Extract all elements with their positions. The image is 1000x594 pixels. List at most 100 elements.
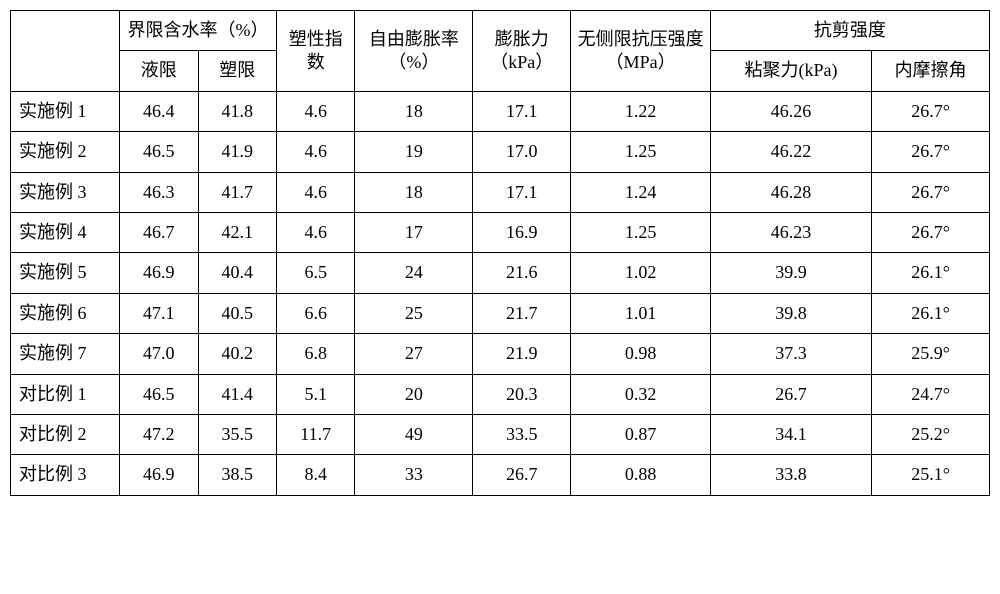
row-label-cell: 实施例 6 [11, 293, 120, 333]
cohesion-cell: 33.8 [710, 455, 871, 495]
plastic-limit-cell: 38.5 [198, 455, 276, 495]
plastic-index-cell: 4.6 [276, 91, 354, 131]
header-ucs: 无侧限抗压强度（MPa） [571, 11, 711, 92]
table-header: 界限含水率（%） 塑性指数 自由膨胀率（%） 膨胀力（kPa） 无侧限抗压强度（… [11, 11, 990, 92]
friction-angle-cell: 26.7° [872, 212, 990, 252]
plastic-index-cell: 8.4 [276, 455, 354, 495]
swell-rate-cell: 25 [355, 293, 473, 333]
cohesion-cell: 34.1 [710, 414, 871, 454]
liquid-limit-cell: 46.9 [120, 253, 198, 293]
plastic-index-cell: 4.6 [276, 212, 354, 252]
row-label-cell: 实施例 4 [11, 212, 120, 252]
table-body: 实施例 146.441.84.61817.11.2246.2626.7°实施例 … [11, 91, 990, 495]
liquid-limit-cell: 47.1 [120, 293, 198, 333]
table-row: 实施例 647.140.56.62521.71.0139.826.1° [11, 293, 990, 333]
swell-force-cell: 17.0 [473, 132, 571, 172]
cohesion-cell: 46.28 [710, 172, 871, 212]
friction-angle-cell: 25.9° [872, 334, 990, 374]
plastic-limit-cell: 41.9 [198, 132, 276, 172]
ucs-cell: 1.24 [571, 172, 711, 212]
row-label-cell: 对比例 2 [11, 414, 120, 454]
plastic-limit-cell: 41.7 [198, 172, 276, 212]
friction-angle-cell: 26.1° [872, 293, 990, 333]
table-row: 对比例 346.938.58.43326.70.8833.825.1° [11, 455, 990, 495]
cohesion-cell: 26.7 [710, 374, 871, 414]
ucs-cell: 0.87 [571, 414, 711, 454]
swell-rate-cell: 18 [355, 91, 473, 131]
cohesion-cell: 46.23 [710, 212, 871, 252]
cohesion-cell: 37.3 [710, 334, 871, 374]
header-liquid-limit: 液限 [120, 51, 198, 91]
friction-angle-cell: 26.7° [872, 132, 990, 172]
swell-rate-cell: 18 [355, 172, 473, 212]
header-free-swell-rate: 自由膨胀率（%） [355, 11, 473, 92]
liquid-limit-cell: 46.9 [120, 455, 198, 495]
header-blank [11, 11, 120, 92]
plastic-index-cell: 6.6 [276, 293, 354, 333]
ucs-cell: 0.32 [571, 374, 711, 414]
plastic-limit-cell: 40.2 [198, 334, 276, 374]
row-label-cell: 对比例 3 [11, 455, 120, 495]
cohesion-cell: 39.9 [710, 253, 871, 293]
plastic-limit-cell: 41.4 [198, 374, 276, 414]
plastic-index-cell: 4.6 [276, 172, 354, 212]
ucs-cell: 1.02 [571, 253, 711, 293]
liquid-limit-cell: 47.2 [120, 414, 198, 454]
liquid-limit-cell: 46.5 [120, 374, 198, 414]
data-table-container: 界限含水率（%） 塑性指数 自由膨胀率（%） 膨胀力（kPa） 无侧限抗压强度（… [10, 10, 990, 496]
table-row: 对比例 146.541.45.12020.30.3226.724.7° [11, 374, 990, 414]
table-row: 实施例 747.040.26.82721.90.9837.325.9° [11, 334, 990, 374]
header-shear-strength-group: 抗剪强度 [710, 11, 989, 51]
friction-angle-cell: 24.7° [872, 374, 990, 414]
plastic-index-cell: 4.6 [276, 132, 354, 172]
plastic-index-cell: 6.5 [276, 253, 354, 293]
friction-angle-cell: 25.1° [872, 455, 990, 495]
swell-force-cell: 20.3 [473, 374, 571, 414]
swell-rate-cell: 27 [355, 334, 473, 374]
swell-force-cell: 26.7 [473, 455, 571, 495]
swell-force-cell: 33.5 [473, 414, 571, 454]
plastic-limit-cell: 40.4 [198, 253, 276, 293]
swell-force-cell: 17.1 [473, 91, 571, 131]
plastic-limit-cell: 35.5 [198, 414, 276, 454]
plastic-index-cell: 11.7 [276, 414, 354, 454]
swell-force-cell: 16.9 [473, 212, 571, 252]
plastic-index-cell: 6.8 [276, 334, 354, 374]
ucs-cell: 1.25 [571, 212, 711, 252]
swell-rate-cell: 49 [355, 414, 473, 454]
header-swell-force: 膨胀力（kPa） [473, 11, 571, 92]
swell-force-cell: 21.6 [473, 253, 571, 293]
header-row-1: 界限含水率（%） 塑性指数 自由膨胀率（%） 膨胀力（kPa） 无侧限抗压强度（… [11, 11, 990, 51]
material-properties-table: 界限含水率（%） 塑性指数 自由膨胀率（%） 膨胀力（kPa） 无侧限抗压强度（… [10, 10, 990, 496]
liquid-limit-cell: 47.0 [120, 334, 198, 374]
ucs-cell: 0.88 [571, 455, 711, 495]
table-row: 对比例 247.235.511.74933.50.8734.125.2° [11, 414, 990, 454]
swell-force-cell: 21.9 [473, 334, 571, 374]
swell-force-cell: 21.7 [473, 293, 571, 333]
row-label-cell: 实施例 5 [11, 253, 120, 293]
table-row: 实施例 246.541.94.61917.01.2546.2226.7° [11, 132, 990, 172]
row-label-cell: 实施例 7 [11, 334, 120, 374]
plastic-limit-cell: 42.1 [198, 212, 276, 252]
friction-angle-cell: 26.1° [872, 253, 990, 293]
table-row: 实施例 146.441.84.61817.11.2246.2626.7° [11, 91, 990, 131]
swell-rate-cell: 20 [355, 374, 473, 414]
liquid-limit-cell: 46.3 [120, 172, 198, 212]
row-label-cell: 实施例 1 [11, 91, 120, 131]
row-label-cell: 对比例 1 [11, 374, 120, 414]
header-friction-angle: 内摩擦角 [872, 51, 990, 91]
swell-rate-cell: 17 [355, 212, 473, 252]
header-plastic-limit: 塑限 [198, 51, 276, 91]
liquid-limit-cell: 46.5 [120, 132, 198, 172]
swell-rate-cell: 24 [355, 253, 473, 293]
header-plastic-index: 塑性指数 [276, 11, 354, 92]
friction-angle-cell: 26.7° [872, 172, 990, 212]
table-row: 实施例 346.341.74.61817.11.2446.2826.7° [11, 172, 990, 212]
cohesion-cell: 46.26 [710, 91, 871, 131]
header-cohesion: 粘聚力(kPa) [710, 51, 871, 91]
plastic-limit-cell: 41.8 [198, 91, 276, 131]
table-row: 实施例 446.742.14.61716.91.2546.2326.7° [11, 212, 990, 252]
table-row: 实施例 546.940.46.52421.61.0239.926.1° [11, 253, 990, 293]
friction-angle-cell: 26.7° [872, 91, 990, 131]
swell-rate-cell: 33 [355, 455, 473, 495]
